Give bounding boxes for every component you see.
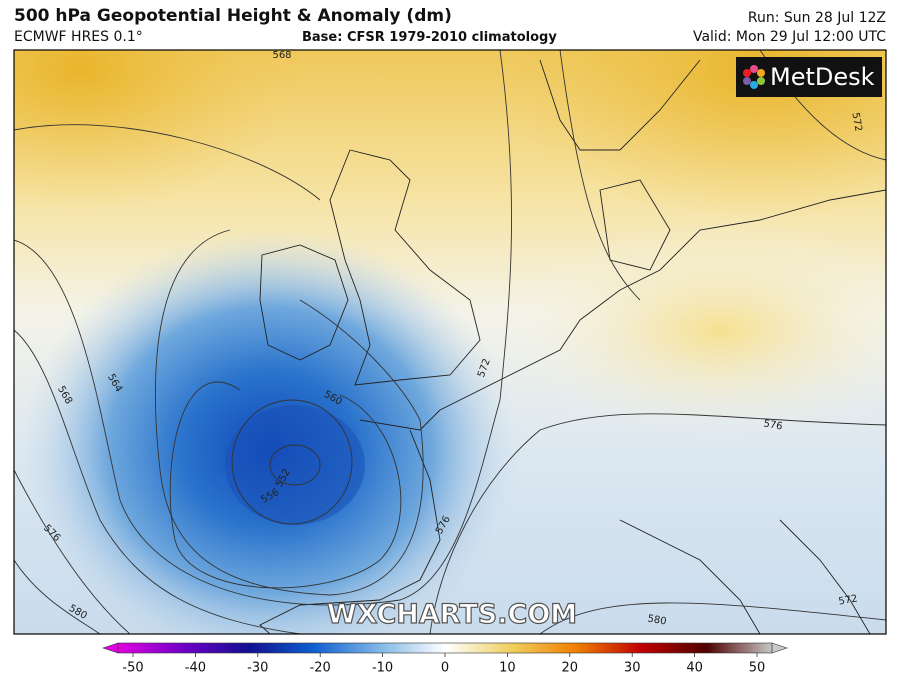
model: ECMWF HRES 0.1° — [14, 29, 143, 45]
contour-label: 576 — [763, 418, 784, 432]
coastlines — [259, 59, 886, 634]
colorbar: -50 -40 -30 -20 -10 0 10 20 30 40 50 — [102, 642, 788, 676]
map-frame — [13, 49, 887, 635]
title: 500 hPa Geopotential Height & Anomaly (d… — [14, 6, 452, 26]
contour-label: 572 — [838, 593, 859, 607]
colorbar-tick-label: 20 — [562, 661, 579, 676]
colorbar-tick-label: -20 — [310, 661, 331, 676]
contour-label: 568 — [272, 50, 291, 61]
colorbar-tick-label: -50 — [122, 661, 143, 676]
colorbar-tick-label: 50 — [749, 661, 766, 676]
logo: MetDesk — [736, 57, 882, 97]
colorbar-tick-label: -10 — [372, 661, 393, 676]
colorbar-tick-label: 0 — [441, 661, 449, 676]
watermark: WXCHARTS.COM — [327, 599, 577, 630]
contour-label: 580 — [647, 613, 668, 627]
logo-text: MetDesk — [770, 63, 875, 91]
colorbar-tick-label: 40 — [686, 661, 703, 676]
run: Run: Sun 28 Jul 12Z — [747, 10, 886, 26]
contour-label: 572 — [849, 112, 863, 133]
colorbar-tick-label: 10 — [499, 661, 516, 676]
base: Base: CFSR 1979-2010 climatology — [302, 30, 557, 45]
valid: Valid: Mon 29 Jul 12:00 UTC — [692, 29, 886, 45]
map-field: 5685645685765805605565525725765765725805… — [14, 50, 886, 634]
colorbar-tick-label: -30 — [247, 661, 268, 676]
colorbar-tick-label: -40 — [185, 661, 206, 676]
colorbar-tick-label: 30 — [624, 661, 641, 676]
